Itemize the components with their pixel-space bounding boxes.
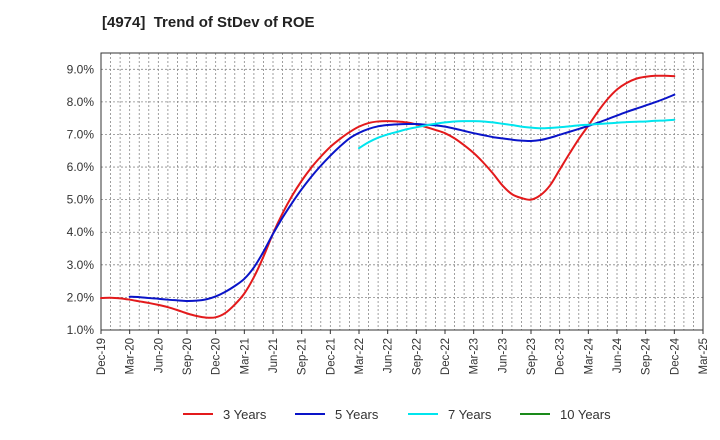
legend-label: 3 Years (223, 407, 267, 422)
axis-layer: 1.0% 2.0% 3.0% 4.0% 5.0% 6.0% 7.0% 8.0% 9.0% Dec-… (67, 52, 710, 375)
x-tick-label: Jun-20 (153, 338, 165, 373)
x-tick-label: Sep-22 (411, 338, 423, 375)
y-tick-label: 6.0% (67, 160, 95, 174)
x-tick-label: Sep-20 (182, 338, 194, 375)
y-tick-label: 5.0% (67, 193, 95, 207)
y-tick-label: 9.0% (67, 62, 95, 76)
x-tick-label: Jun-22 (383, 338, 395, 373)
x-tick-label: Sep-24 (641, 337, 653, 375)
x-tick-label: Mar-25 (698, 338, 710, 374)
x-tick-label: Dec-20 (211, 338, 223, 375)
x-tick-label: Mar-20 (125, 338, 137, 374)
x-tick-label: Jun-23 (497, 338, 509, 373)
series-line-7-years (358, 118, 676, 150)
series-line-3-years (100, 74, 676, 319)
x-tick-label: Dec-24 (669, 337, 681, 375)
chart-title: [4974] Trend of StDev of ROE (102, 14, 315, 31)
legend-label: 10 Years (560, 407, 611, 422)
series-line-5-years (128, 93, 676, 303)
legend-label: 5 Years (335, 407, 379, 422)
y-tick-label: 1.0% (67, 323, 95, 337)
x-tick-label: Dec-22 (440, 338, 452, 375)
x-tick-label: Jun-24 (612, 337, 624, 373)
legend-layer: 3 Years 5 Years 7 Years 10 Years (183, 407, 611, 422)
plot-frame (100, 52, 704, 331)
y-tick-label: 3.0% (67, 258, 95, 272)
y-tick-label: 7.0% (67, 127, 95, 141)
x-tick-label: Sep-21 (297, 338, 309, 375)
grid-layer (100, 53, 704, 331)
y-tick-label: 2.0% (67, 290, 95, 304)
x-tick-label: Mar-23 (469, 338, 481, 374)
y-tick-label: 8.0% (67, 95, 95, 109)
x-tick-label: Dec-19 (96, 338, 108, 375)
x-tick-label: Sep-23 (526, 338, 538, 375)
x-tick-label: Mar-24 (583, 337, 595, 374)
plot-area (101, 53, 703, 330)
x-tick-label: Dec-23 (555, 338, 567, 375)
x-tick-label: Mar-21 (239, 338, 251, 374)
series-layer (100, 74, 676, 319)
x-tick-label: Jun-21 (268, 338, 280, 373)
y-tick-label: 4.0% (67, 225, 95, 239)
legend-label: 7 Years (448, 407, 492, 422)
x-tick-label: Mar-22 (354, 338, 366, 374)
x-tick-label: Dec-21 (325, 338, 337, 375)
